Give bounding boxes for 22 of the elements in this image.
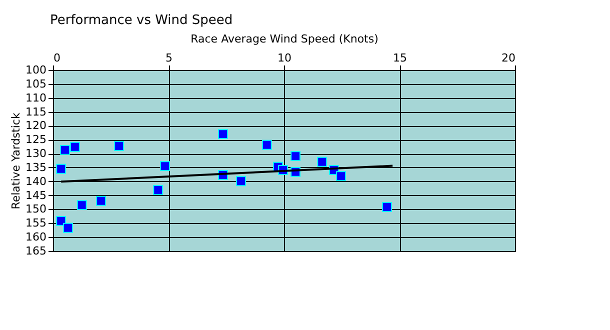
- x-tick-label: 0: [54, 52, 60, 64]
- y-tick-label: 120: [26, 119, 46, 132]
- y-tick-label: 115: [26, 105, 46, 118]
- y-tick-label: 130: [26, 147, 46, 160]
- x-tick-label: 20: [502, 52, 516, 64]
- y-tick-label: 135: [26, 160, 46, 174]
- y-tick-label: 145: [26, 188, 46, 202]
- y-tick-label: 155: [26, 216, 46, 230]
- y-tick-label: 125: [26, 133, 46, 146]
- y-tick-label: 110: [26, 91, 46, 104]
- y-tick-label: 160: [26, 230, 46, 244]
- x-tick-label: 5: [166, 52, 172, 64]
- y-tick-label: 105: [26, 77, 46, 90]
- y-tick-label: 140: [26, 174, 46, 188]
- x-tick-label: 10: [278, 52, 292, 64]
- y-tick-label: 165: [26, 244, 46, 258]
- x-axis-title: Race Average Wind Speed (Knots): [190, 32, 378, 46]
- chart-title: Performance vs Wind Speed: [50, 13, 233, 28]
- y-axis-title: Relative Yardstick: [10, 112, 23, 210]
- y-tick-label: 100: [26, 64, 46, 76]
- y-tick-label: 150: [26, 202, 46, 216]
- x-tick-label: 15: [393, 52, 407, 64]
